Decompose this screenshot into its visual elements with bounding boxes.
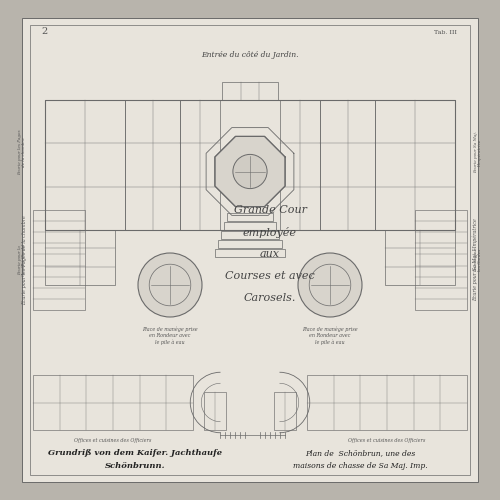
Circle shape <box>233 154 267 188</box>
Bar <box>45 230 115 285</box>
Polygon shape <box>215 136 285 206</box>
Bar <box>415 210 467 310</box>
Text: Ecurie pour les Pages
de la chambre: Ecurie pour les Pages de la chambre <box>18 129 26 175</box>
Circle shape <box>298 253 362 317</box>
Text: Carosels.: Carosels. <box>244 293 296 303</box>
Bar <box>33 210 85 310</box>
Text: Ecurie pour la
Garde à Cheval: Ecurie pour la Garde à Cheval <box>18 244 26 276</box>
Text: aux: aux <box>260 249 280 259</box>
Text: Plan de  Schönbrun, une des: Plan de Schönbrun, une des <box>305 449 415 457</box>
Text: Schönbrunn.: Schönbrunn. <box>105 462 165 470</box>
Text: Place de manège prise
en Rondeur avec
le pile à eau: Place de manège prise en Rondeur avec le… <box>142 327 198 344</box>
Bar <box>218 240 282 248</box>
Text: Ecurie pour Sa Maj.
l'Impératrice: Ecurie pour Sa Maj. l'Impératrice <box>474 131 482 173</box>
Text: employée: employée <box>243 226 297 237</box>
Bar <box>222 82 278 100</box>
Bar <box>375 100 455 230</box>
Text: Grande Cour: Grande Cour <box>234 205 306 215</box>
Bar <box>125 100 180 230</box>
Bar <box>45 100 125 230</box>
Bar <box>274 392 296 430</box>
Bar <box>204 392 226 430</box>
Bar <box>320 100 375 230</box>
Text: Ecurie pour
les Gardes: Ecurie pour les Gardes <box>474 248 482 272</box>
Text: Ecurie pour Sa Maj. l'Impératrice: Ecurie pour Sa Maj. l'Impératrice <box>472 218 478 302</box>
Text: Place de manège prise
en Rondeur avec
le pile à eau: Place de manège prise en Rondeur avec le… <box>302 327 358 344</box>
Text: Grundriß von dem Kaifer. Jachthaufe: Grundriß von dem Kaifer. Jachthaufe <box>48 449 222 457</box>
Bar <box>221 232 279 239</box>
Circle shape <box>138 253 202 317</box>
Text: Courses et avec: Courses et avec <box>225 271 315 281</box>
Bar <box>280 100 320 230</box>
Bar <box>33 375 193 430</box>
Bar <box>30 25 470 475</box>
Text: Offices et cuisines des Officiers: Offices et cuisines des Officiers <box>74 438 152 443</box>
Text: Entrée du côté du Jardin.: Entrée du côté du Jardin. <box>201 51 299 59</box>
Bar <box>227 214 273 222</box>
Bar <box>45 100 455 230</box>
Bar <box>307 375 467 430</box>
Text: 2: 2 <box>42 28 48 36</box>
Bar <box>215 250 285 258</box>
Text: Offices et cuisines des Officiers: Offices et cuisines des Officiers <box>348 438 426 443</box>
Text: Tab. III: Tab. III <box>434 30 456 35</box>
Bar <box>180 100 220 230</box>
Text: Ecurie pour les Pages de la chambre: Ecurie pour les Pages de la chambre <box>22 215 28 305</box>
Bar <box>224 222 276 230</box>
Bar <box>385 230 455 285</box>
Text: maisons de chasse de Sa Maj. Imp.: maisons de chasse de Sa Maj. Imp. <box>292 462 428 470</box>
